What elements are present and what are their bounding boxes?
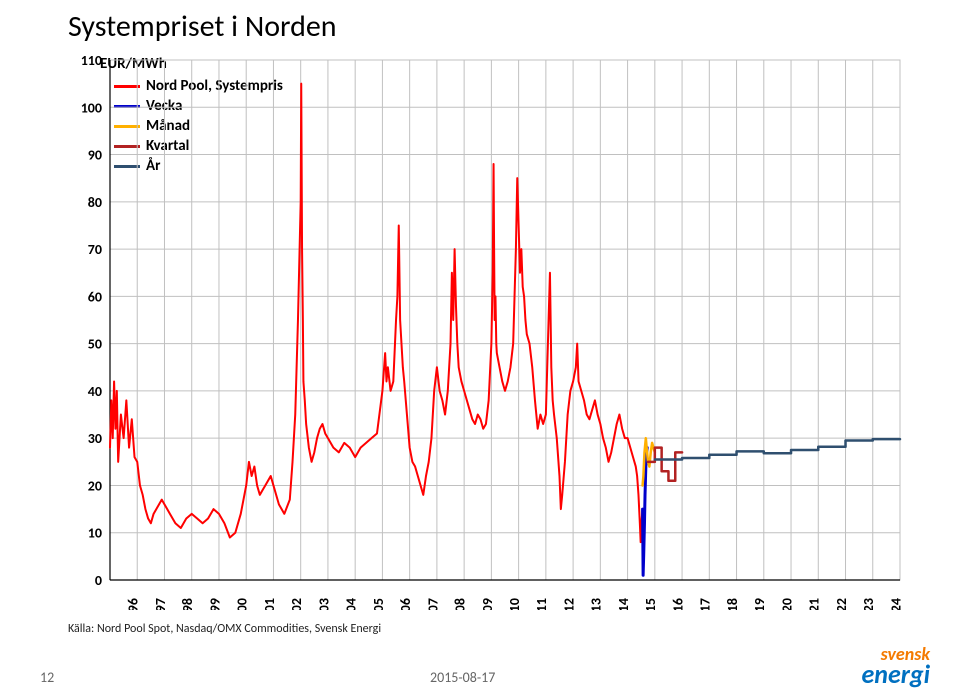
svg-text:2003: 2003: [315, 598, 332, 610]
svg-text:2023: 2023: [860, 598, 877, 610]
page-title: Systempriset i Norden: [68, 8, 337, 45]
svg-text:2007: 2007: [424, 598, 441, 610]
svg-text:2005: 2005: [370, 598, 387, 610]
svg-text:2008: 2008: [452, 598, 469, 610]
svg-text:2024: 2024: [887, 598, 904, 610]
price-chart: 0 10 20 30 40 50 60 70 80 90 100 110 1996 1997 1998 199…: [40, 50, 920, 610]
svg-text:2021: 2021: [806, 598, 823, 610]
svg-text:80: 80: [88, 194, 102, 211]
svg-text:2014: 2014: [615, 598, 632, 610]
svg-text:2006: 2006: [397, 598, 414, 610]
svg-text:1999: 1999: [206, 598, 223, 610]
svg-text:2009: 2009: [479, 598, 496, 610]
logo: svensk energi: [861, 646, 930, 686]
svg-text:1998: 1998: [179, 598, 196, 610]
svg-text:2000: 2000: [234, 598, 251, 610]
svg-text:2018: 2018: [724, 598, 741, 610]
svg-text:100: 100: [81, 99, 102, 116]
svg-text:1997: 1997: [152, 598, 169, 610]
svg-text:50: 50: [88, 336, 102, 353]
svg-text:2022: 2022: [833, 598, 850, 610]
svg-text:2013: 2013: [588, 598, 605, 610]
svg-text:2016: 2016: [669, 598, 686, 610]
svg-text:70: 70: [88, 241, 102, 258]
svg-text:2012: 2012: [560, 598, 577, 610]
svg-text:10: 10: [88, 525, 102, 542]
svg-text:90: 90: [88, 147, 102, 164]
svg-text:1996: 1996: [125, 598, 142, 610]
svg-text:2001: 2001: [261, 598, 278, 610]
svg-text:30: 30: [88, 430, 102, 447]
footer-date: 2015-08-17: [430, 669, 495, 686]
svg-text:2015: 2015: [642, 598, 659, 610]
svg-text:2010: 2010: [506, 598, 523, 610]
svg-text:2002: 2002: [288, 598, 305, 610]
svg-text:60: 60: [88, 288, 102, 305]
svg-text:2019: 2019: [751, 598, 768, 610]
svg-text:2017: 2017: [697, 598, 714, 610]
page-number: 12: [40, 669, 54, 686]
svg-text:20: 20: [88, 477, 102, 494]
svg-text:2020: 2020: [778, 598, 795, 610]
svg-text:2004: 2004: [343, 598, 360, 610]
svg-text:40: 40: [88, 383, 102, 400]
svg-text:110: 110: [81, 52, 102, 69]
source-text: Källa: Nord Pool Spot, Nasdaq/OMX Commod…: [68, 622, 381, 636]
svg-text:0: 0: [95, 572, 102, 589]
svg-text:2011: 2011: [533, 598, 550, 610]
